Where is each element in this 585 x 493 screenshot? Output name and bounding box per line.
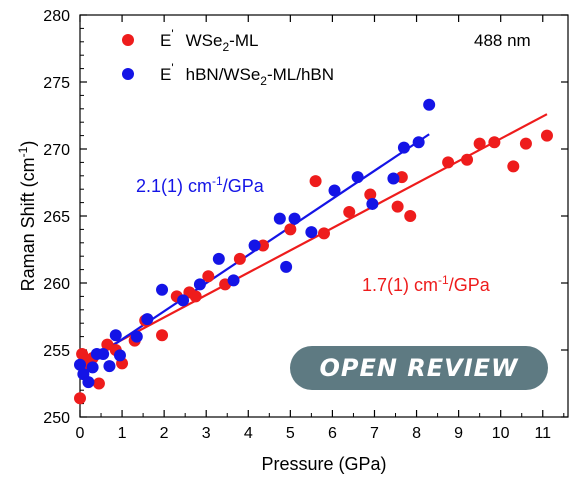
x-tick-label: 0 xyxy=(76,425,85,442)
data-points xyxy=(74,98,553,405)
y-tick-label: 270 xyxy=(43,142,70,159)
y-tick-label: 260 xyxy=(43,276,70,293)
x-tick-label: 7 xyxy=(370,425,379,442)
x-tick-label: 5 xyxy=(286,425,295,442)
red-fit-slope-label: 1.7(1) cm-1/GPa xyxy=(362,273,491,295)
data-point-wse2-ml xyxy=(507,160,520,173)
data-point-wse2-ml xyxy=(233,252,246,265)
data-point-hbn-wse2-ml-hbn xyxy=(109,329,122,342)
wavelength-annotation: 488 nm xyxy=(474,31,531,50)
open-review-badge: OPEN REVIEW xyxy=(290,346,548,390)
data-point-hbn-wse2-ml-hbn xyxy=(156,283,169,296)
data-point-wse2-ml xyxy=(473,137,486,150)
data-point-hbn-wse2-ml-hbn xyxy=(74,358,86,371)
data-point-hbn-wse2-ml-hbn xyxy=(113,349,126,362)
data-point-wse2-ml xyxy=(343,205,356,218)
x-tick-label: 2 xyxy=(160,425,169,442)
fit-lines xyxy=(79,113,548,369)
x-tick-label: 10 xyxy=(492,425,510,442)
data-point-wse2-ml xyxy=(309,175,322,188)
data-point-hbn-wse2-ml-hbn xyxy=(177,294,190,307)
data-point-hbn-wse2-ml-hbn xyxy=(305,226,318,239)
data-point-wse2-ml xyxy=(519,137,532,150)
legend-entry-hbn-wse2-ml-hbn: E' hBN/WSe2-ML/hBN xyxy=(160,61,334,88)
data-point-hbn-wse2-ml-hbn xyxy=(412,136,425,149)
data-point-wse2-ml xyxy=(461,153,474,166)
data-point-hbn-wse2-ml-hbn xyxy=(351,171,364,184)
legend-marker-wse2-ml xyxy=(122,34,134,46)
data-point-hbn-wse2-ml-hbn xyxy=(387,172,400,185)
data-point-hbn-wse2-ml-hbn xyxy=(397,141,410,154)
data-point-hbn-wse2-ml-hbn xyxy=(141,313,154,326)
x-tick-label: 4 xyxy=(244,425,253,442)
data-point-wse2-ml xyxy=(156,329,169,342)
legend-entry-wse2-ml: E' WSe2-ML xyxy=(160,27,258,54)
legend-marker-hbn-wse2-ml-hbn xyxy=(122,68,134,80)
data-point-hbn-wse2-ml-hbn xyxy=(86,361,99,374)
data-point-wse2-ml xyxy=(442,156,455,169)
x-tick-label: 1 xyxy=(118,425,127,442)
data-point-wse2-ml xyxy=(76,348,89,361)
data-point-hbn-wse2-ml-hbn xyxy=(227,274,240,287)
data-point-wse2-ml xyxy=(318,227,330,240)
data-point-wse2-ml xyxy=(488,136,501,149)
y-tick-label: 280 xyxy=(43,8,70,25)
y-axis-title: Raman Shift (cm-1) xyxy=(16,141,38,292)
blue-fit-slope-label: 2.1(1) cm-1/GPa xyxy=(136,174,265,196)
data-point-wse2-ml xyxy=(92,377,105,390)
fit-line-wse2-ml xyxy=(79,113,548,364)
x-tick-label: 11 xyxy=(534,425,551,442)
data-point-hbn-wse2-ml-hbn xyxy=(212,252,225,265)
legend: E' WSe2-ML E' hBN/WSe2-ML/hBN xyxy=(122,27,334,88)
x-tick-label: 9 xyxy=(454,425,463,442)
y-tick-label: 265 xyxy=(43,209,70,226)
data-point-hbn-wse2-ml-hbn xyxy=(130,330,143,343)
x-tick-label: 8 xyxy=(412,425,421,442)
x-axis-title: Pressure (GPa) xyxy=(261,454,386,474)
data-point-wse2-ml xyxy=(540,129,553,142)
data-point-hbn-wse2-ml-hbn xyxy=(273,212,286,225)
data-point-hbn-wse2-ml-hbn xyxy=(328,184,341,197)
x-tick-label: 6 xyxy=(328,425,337,442)
data-point-hbn-wse2-ml-hbn xyxy=(193,278,206,291)
data-point-hbn-wse2-ml-hbn xyxy=(97,348,110,361)
data-point-hbn-wse2-ml-hbn xyxy=(423,98,436,111)
data-point-wse2-ml xyxy=(404,210,417,222)
data-point-hbn-wse2-ml-hbn xyxy=(248,239,261,252)
data-point-hbn-wse2-ml-hbn xyxy=(288,212,301,225)
data-point-wse2-ml xyxy=(202,270,215,283)
data-point-hbn-wse2-ml-hbn xyxy=(103,360,116,373)
data-point-hbn-wse2-ml-hbn xyxy=(366,197,379,210)
y-tick-label: 255 xyxy=(43,343,70,360)
data-point-wse2-ml xyxy=(391,200,404,213)
data-point-wse2-ml xyxy=(74,392,86,405)
data-point-wse2-ml xyxy=(364,188,377,201)
data-point-hbn-wse2-ml-hbn xyxy=(82,376,95,389)
x-tick-label: 3 xyxy=(202,425,211,442)
data-point-wse2-ml xyxy=(257,239,269,252)
data-point-hbn-wse2-ml-hbn xyxy=(280,260,293,273)
axis-ticks: 0 1 2 3 4 5 6 7 8 9 10 11 250 255 260 265 270 275 280 xyxy=(43,8,568,442)
data-point-wse2-ml xyxy=(284,223,297,236)
y-tick-label: 250 xyxy=(43,410,70,427)
data-point-wse2-ml xyxy=(189,290,202,303)
y-tick-label: 275 xyxy=(43,75,70,92)
